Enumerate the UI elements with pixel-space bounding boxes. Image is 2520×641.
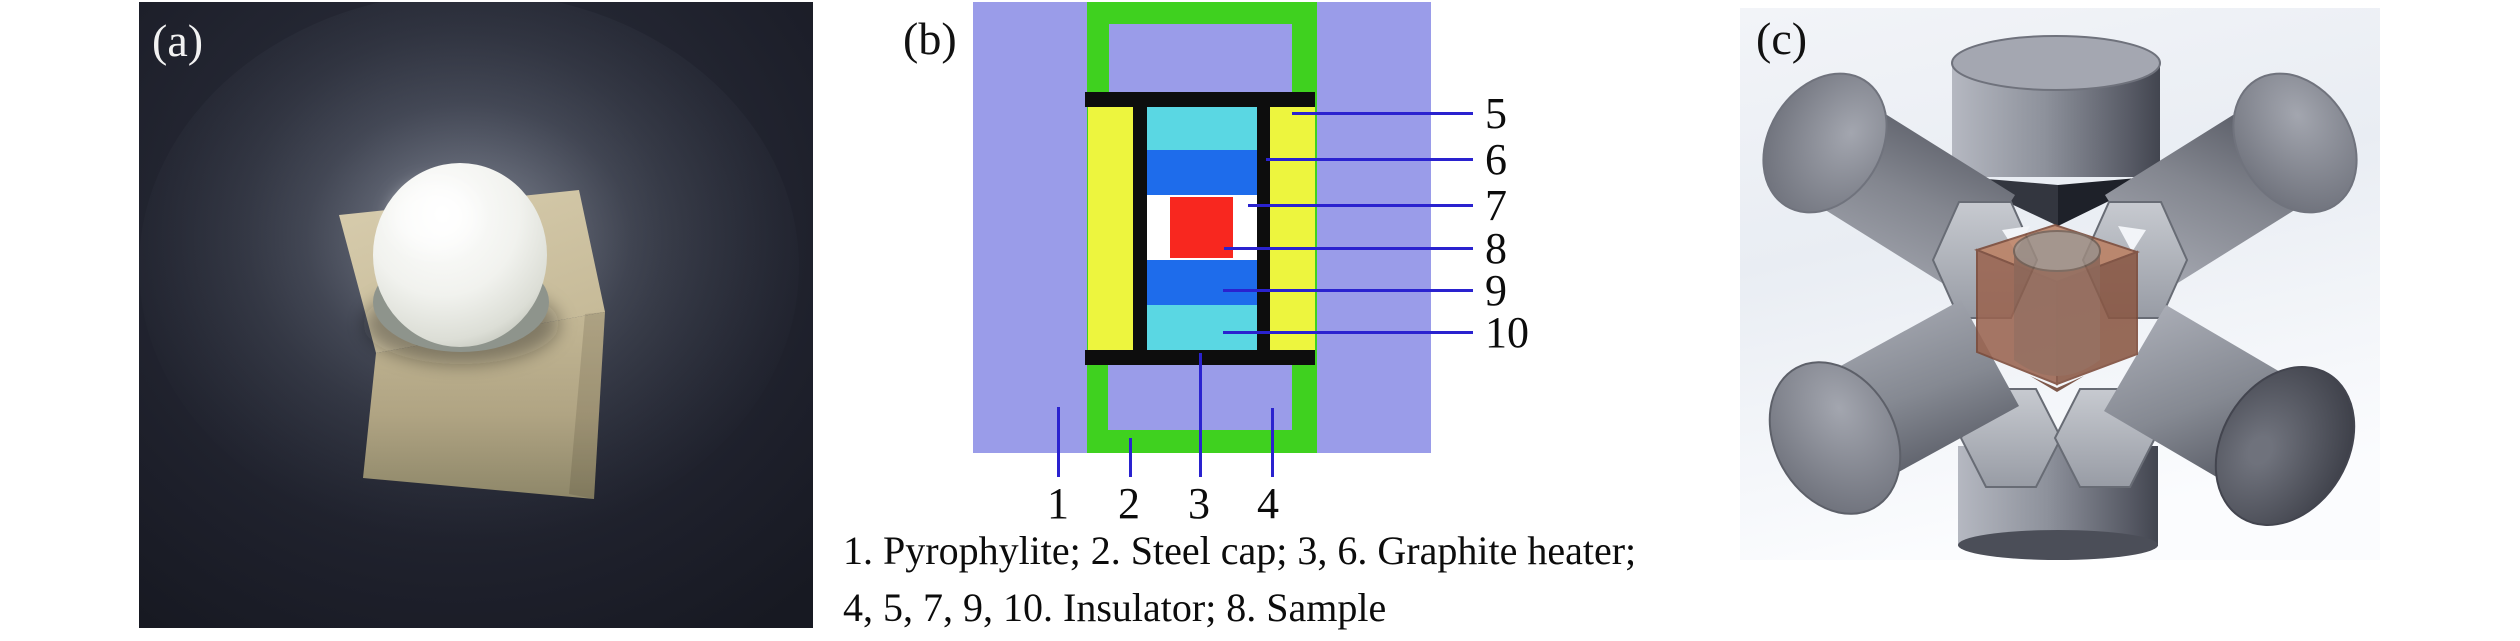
callout-10: 10 [1485, 308, 1529, 357]
panel-a-label: (a) [152, 15, 204, 66]
callout-line-8 [1224, 247, 1473, 250]
insulator-cyan-bottom [1147, 305, 1257, 350]
sample-cylinder [2013, 230, 2101, 392]
panel-b-label: (b) [903, 13, 957, 64]
dome-highlight [392, 183, 476, 251]
callout-line-6 [1266, 158, 1473, 161]
panel-c-render [1740, 8, 2380, 560]
callout-4: 4 [1257, 479, 1279, 528]
callout-1: 1 [1047, 479, 1069, 528]
caption-line-2: 4, 5, 7, 9, 10. Insulator; 8. Sample [843, 585, 1387, 630]
graphite-heater-right-wall [1257, 107, 1270, 350]
callout-7: 7 [1485, 181, 1507, 230]
sample-block [1170, 197, 1233, 258]
figure-caption: 1. Pyrophylite; 2. Steel cap; 3, 6. Grap… [843, 522, 1636, 636]
panel-b-diagram: 5 6 7 8 9 10 1 2 3 4 [973, 2, 1553, 639]
insulator-blue-bottom [1147, 260, 1257, 305]
callout-line-1 [1057, 407, 1060, 477]
callout-line-10 [1223, 331, 1473, 334]
graphite-top-bar [1085, 92, 1315, 107]
callout-line-2 [1129, 438, 1132, 477]
insulator-cyan-top [1147, 107, 1257, 150]
steel-cap-dome [363, 163, 559, 364]
anvil-lower-left [1768, 300, 2019, 515]
anvil-lower-right [2104, 305, 2356, 526]
graphite-heater-left-wall [1133, 107, 1147, 350]
callout-6: 6 [1485, 135, 1507, 184]
sample-cell-cube [1974, 223, 2141, 392]
callout-5: 5 [1485, 89, 1507, 138]
callout-line-3 [1199, 353, 1202, 477]
callout-8: 8 [1485, 224, 1507, 273]
callout-line-7 [1248, 204, 1473, 207]
callout-3: 3 [1188, 479, 1210, 528]
callout-line-4 [1271, 408, 1274, 477]
insulator-sleeve-left [1088, 107, 1133, 350]
panel-c-label: (c) [1756, 13, 1808, 64]
photo-pyrophylite-block [139, 0, 813, 628]
gap-highlight-right [2118, 226, 2146, 252]
pyrophylite-left-block [973, 2, 1087, 453]
insulator-sleeve-right [1270, 107, 1315, 350]
caption-line-1: 1. Pyrophylite; 2. Steel cap; 3, 6. Grap… [843, 528, 1637, 573]
cube-right-shading [569, 312, 605, 499]
callout-9: 9 [1485, 266, 1507, 315]
panel-a-photo [139, 0, 813, 628]
callout-line-5 [1292, 112, 1473, 115]
callout-line-9 [1223, 289, 1473, 292]
callout-2: 2 [1118, 479, 1140, 528]
pyrophylite-top-plug [1109, 24, 1292, 92]
insulator-blue-top [1147, 150, 1257, 195]
press-3d-model [1740, 8, 2380, 560]
pyrophylite-right-block [1317, 2, 1431, 453]
